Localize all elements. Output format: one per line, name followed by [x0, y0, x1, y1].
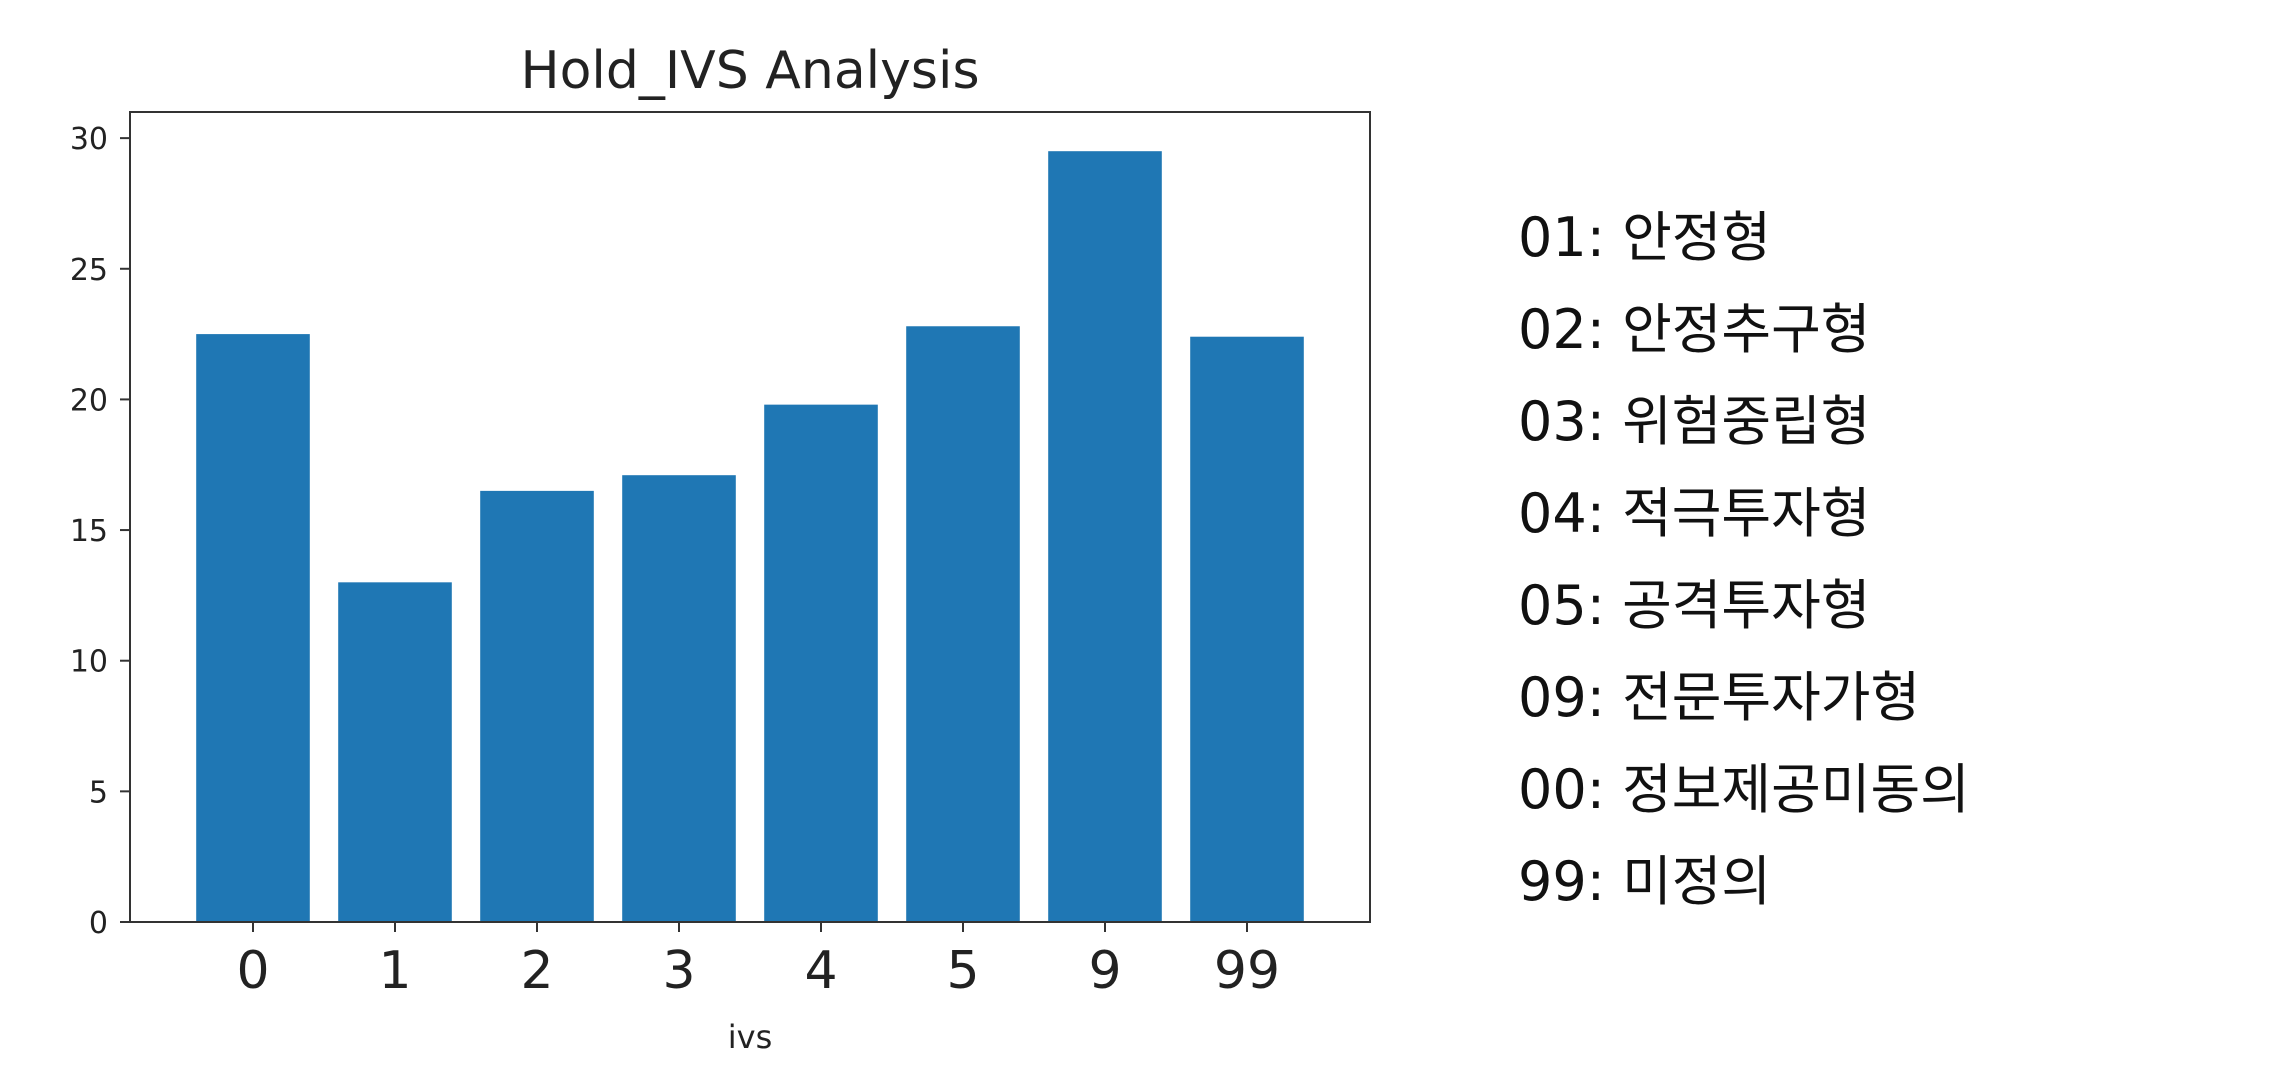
bar-5 — [906, 326, 1020, 922]
bar-2 — [480, 490, 594, 922]
bar-0 — [196, 334, 310, 922]
y-tick-label: 30 — [70, 122, 108, 157]
x-tick-label: 2 — [520, 941, 553, 1001]
plot-frame — [129, 111, 1371, 923]
x-tick-label: 9 — [1088, 941, 1121, 1001]
bar-3 — [622, 475, 736, 922]
bar-1 — [338, 582, 452, 922]
x-axis-label: ivs — [728, 1018, 773, 1056]
legend-item: 03: 위험중립형 — [1518, 390, 1871, 453]
y-tick-label: 20 — [70, 383, 108, 418]
bars-group — [196, 151, 1304, 923]
x-tick-label: 5 — [946, 941, 979, 1001]
legend-item: 04: 적극투자형 — [1518, 482, 1871, 545]
legend-item: 00: 정보제공미동의 — [1518, 758, 1970, 821]
x-tick-label: 0 — [236, 941, 269, 1001]
legend-item: 01: 안정형 — [1518, 206, 1772, 269]
bar-9 — [1048, 151, 1162, 922]
bar-4 — [764, 404, 878, 923]
x-tick-label: 4 — [804, 941, 837, 1001]
legend-item: 09: 전문투자가형 — [1518, 666, 1921, 729]
legend-item: 99: 미정의 — [1518, 850, 1772, 913]
y-axis: 0 5 10 15 20 25 30 — [70, 122, 130, 941]
y-tick-label: 5 — [89, 775, 108, 810]
x-tick-label: 99 — [1214, 941, 1280, 1001]
x-tick-label: 1 — [378, 941, 411, 1001]
legend-item: 02: 안정추구형 — [1518, 298, 1871, 361]
y-tick-label: 25 — [70, 253, 108, 288]
chart-title: Hold_IVS Analysis — [520, 41, 979, 101]
x-tick-label: 3 — [662, 941, 695, 1001]
legend-list: 01: 안정형 02: 안정추구형 03: 위험중립형 04: 적극투자형 05… — [1518, 192, 1970, 928]
y-tick-label: 10 — [70, 645, 108, 680]
legend-item: 05: 공격투자형 — [1518, 574, 1871, 637]
y-tick-label: 15 — [70, 514, 108, 549]
y-tick-label: 0 — [89, 906, 108, 941]
x-axis: 0 1 2 3 4 5 9 99 — [236, 922, 1280, 1001]
bar-99 — [1190, 336, 1304, 922]
